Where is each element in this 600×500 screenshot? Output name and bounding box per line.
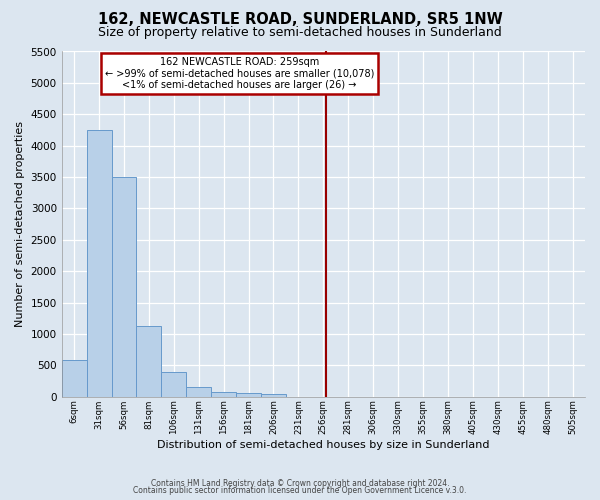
Y-axis label: Number of semi-detached properties: Number of semi-detached properties — [15, 121, 25, 327]
Text: 162, NEWCASTLE ROAD, SUNDERLAND, SR5 1NW: 162, NEWCASTLE ROAD, SUNDERLAND, SR5 1NW — [98, 12, 502, 28]
X-axis label: Distribution of semi-detached houses by size in Sunderland: Distribution of semi-detached houses by … — [157, 440, 490, 450]
Bar — [161, 372, 186, 397]
Bar — [261, 394, 286, 397]
Bar — [236, 394, 261, 397]
Bar — [136, 326, 161, 397]
Bar — [112, 177, 136, 397]
Bar — [86, 130, 112, 397]
Bar — [186, 388, 211, 397]
Text: Contains HM Land Registry data © Crown copyright and database right 2024.: Contains HM Land Registry data © Crown c… — [151, 478, 449, 488]
Text: 162 NEWCASTLE ROAD: 259sqm
← >99% of semi-detached houses are smaller (10,078)
<: 162 NEWCASTLE ROAD: 259sqm ← >99% of sem… — [105, 56, 374, 90]
Bar — [62, 360, 86, 397]
Text: Size of property relative to semi-detached houses in Sunderland: Size of property relative to semi-detach… — [98, 26, 502, 39]
Text: Contains public sector information licensed under the Open Government Licence v.: Contains public sector information licen… — [133, 486, 467, 495]
Bar — [211, 392, 236, 397]
